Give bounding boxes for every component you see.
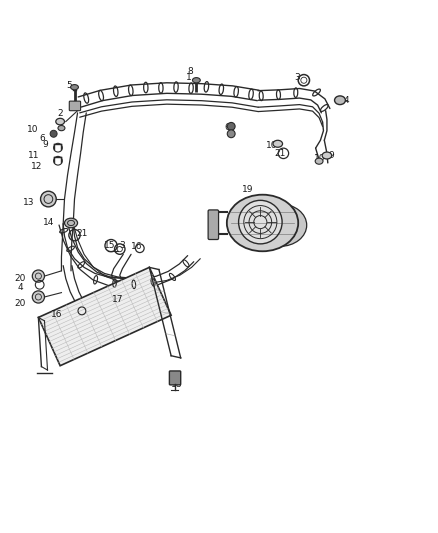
Text: 19: 19 [241, 184, 253, 193]
Circle shape [227, 130, 235, 138]
Ellipse shape [58, 125, 65, 131]
Ellipse shape [273, 140, 283, 147]
Text: 17: 17 [112, 295, 124, 304]
Circle shape [32, 270, 45, 282]
Text: 2: 2 [57, 109, 63, 118]
Polygon shape [39, 268, 171, 366]
Text: 6: 6 [40, 134, 46, 143]
FancyBboxPatch shape [208, 210, 219, 239]
Text: 15: 15 [103, 241, 115, 250]
Text: 18: 18 [170, 381, 182, 390]
Text: 20: 20 [14, 274, 26, 283]
Text: 10: 10 [28, 125, 39, 134]
Text: 6: 6 [224, 123, 230, 132]
Ellipse shape [335, 96, 346, 104]
Text: 12: 12 [32, 162, 43, 171]
Text: 3: 3 [294, 72, 300, 82]
Text: 13: 13 [23, 198, 35, 207]
FancyBboxPatch shape [69, 101, 81, 111]
Text: 16: 16 [131, 243, 143, 252]
Text: 21: 21 [274, 149, 286, 158]
Ellipse shape [64, 218, 78, 228]
FancyBboxPatch shape [170, 371, 181, 385]
Text: 5: 5 [66, 82, 72, 91]
Text: 14: 14 [43, 219, 54, 228]
Text: 7: 7 [227, 130, 233, 139]
Circle shape [239, 200, 282, 244]
Text: 8: 8 [188, 67, 194, 76]
Circle shape [227, 123, 235, 130]
Text: 10: 10 [266, 141, 278, 150]
Text: 4: 4 [344, 96, 350, 105]
Circle shape [32, 291, 45, 303]
Circle shape [50, 130, 57, 137]
Text: 16: 16 [51, 310, 63, 319]
Ellipse shape [56, 118, 64, 125]
Ellipse shape [322, 152, 332, 159]
Ellipse shape [71, 85, 78, 90]
Text: 11: 11 [28, 151, 40, 160]
Text: 1: 1 [186, 72, 191, 82]
Text: 9: 9 [328, 151, 334, 160]
Text: 3: 3 [120, 241, 125, 250]
Ellipse shape [192, 78, 200, 83]
Ellipse shape [253, 204, 307, 246]
Text: 4: 4 [17, 283, 23, 292]
Ellipse shape [227, 195, 298, 251]
Circle shape [41, 191, 56, 207]
Text: 20: 20 [14, 299, 26, 308]
Text: 10: 10 [314, 154, 326, 163]
Ellipse shape [315, 158, 323, 164]
Text: 21: 21 [76, 229, 88, 238]
Text: 9: 9 [42, 140, 48, 149]
